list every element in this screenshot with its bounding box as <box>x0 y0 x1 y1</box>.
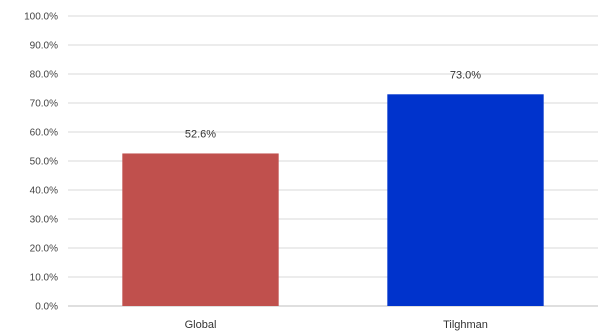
data-label: 52.6% <box>185 128 216 140</box>
data-label: 73.0% <box>450 69 481 81</box>
y-tick-label: 80.0% <box>30 70 58 81</box>
x-category-label: Global <box>185 319 217 331</box>
x-axis-category-labels: Global Tilghman <box>185 319 488 331</box>
x-category-label: Tilghman <box>443 319 488 331</box>
y-axis-tick-labels: 0.0% 10.0% 20.0% 30.0% 40.0% 50.0% 60.0% 70.0% 8… <box>24 12 58 313</box>
bar-tilghman <box>387 94 544 306</box>
y-tick-label: 0.0% <box>35 302 58 313</box>
y-tick-label: 100.0% <box>24 12 58 23</box>
data-labels: 52.6% 73.0% <box>185 69 481 140</box>
y-tick-label: 50.0% <box>30 157 58 168</box>
y-tick-label: 10.0% <box>30 273 58 284</box>
y-tick-label: 70.0% <box>30 99 58 110</box>
y-tick-label: 20.0% <box>30 244 58 255</box>
y-tick-label: 40.0% <box>30 186 58 197</box>
y-tick-label: 90.0% <box>30 41 58 52</box>
bar-global <box>122 153 279 306</box>
y-tick-label: 60.0% <box>30 128 58 139</box>
bars <box>122 94 544 306</box>
y-tick-label: 30.0% <box>30 215 58 226</box>
